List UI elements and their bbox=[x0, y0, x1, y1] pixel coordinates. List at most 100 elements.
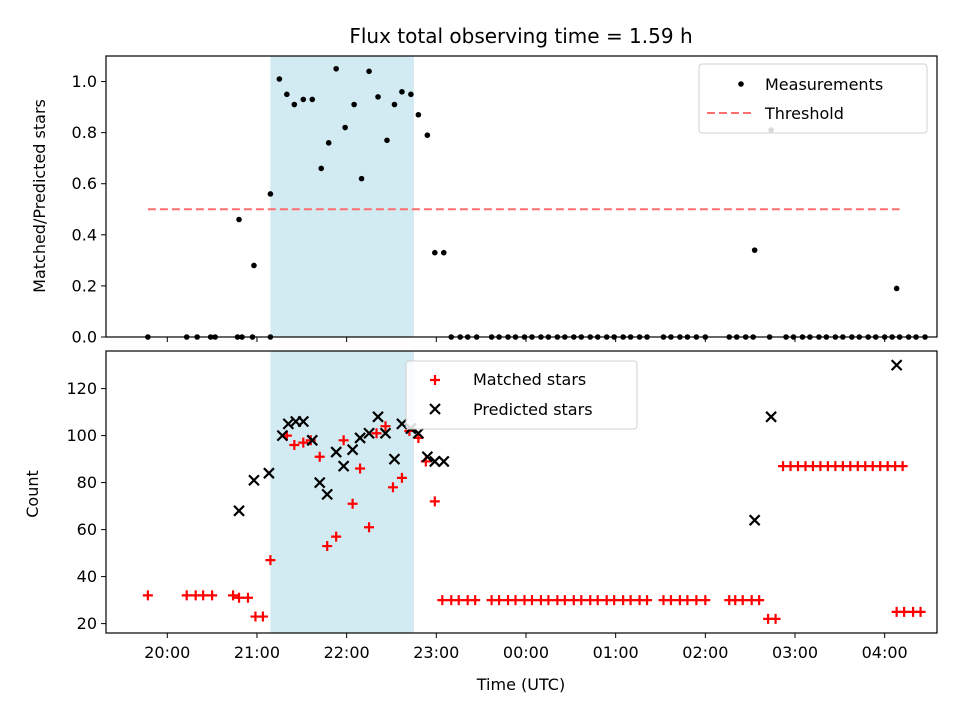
data-point bbox=[181, 590, 192, 601]
legend-label: Threshold bbox=[764, 104, 844, 123]
x-axis-label: Time (UTC) bbox=[476, 675, 565, 694]
legend-marker-matched bbox=[430, 375, 440, 385]
data-point bbox=[257, 611, 268, 622]
x-tick-label: 01:00 bbox=[593, 643, 639, 662]
data-point bbox=[346, 443, 359, 456]
observing-window-span bbox=[270, 56, 414, 337]
data-point bbox=[897, 461, 908, 472]
y-tick-label: 40 bbox=[77, 567, 97, 586]
chart-title: Flux total observing time = 1.59 h bbox=[349, 24, 692, 48]
data-point bbox=[314, 451, 325, 462]
data-point bbox=[893, 285, 900, 292]
data-point bbox=[384, 137, 390, 144]
y-tick-label: 80 bbox=[77, 473, 97, 492]
data-point bbox=[380, 421, 391, 432]
data-point bbox=[510, 595, 521, 606]
data-point bbox=[770, 613, 781, 624]
data-point bbox=[331, 531, 342, 542]
data-point bbox=[321, 488, 333, 501]
data-point bbox=[309, 96, 316, 103]
data-point bbox=[265, 555, 276, 566]
data-point bbox=[437, 595, 448, 606]
legend-label: Matched stars bbox=[473, 370, 586, 389]
data-point bbox=[364, 522, 375, 533]
data-point bbox=[267, 191, 274, 197]
bottom-panel: 20 40 60 80 100 120 20:00 21:00 22:00 23:00 00:00 0… bbox=[66, 350, 938, 662]
legend: Matched stars Predicted stars bbox=[405, 360, 638, 430]
data-point bbox=[234, 592, 245, 603]
data-point bbox=[142, 590, 153, 601]
data-point bbox=[351, 101, 357, 108]
top-panel: 0.0 0.2 0.4 0.6 0.8 1.0 Measurements Threshold bbox=[72, 55, 938, 347]
data-point bbox=[754, 595, 765, 606]
data-point bbox=[387, 482, 398, 493]
data-point bbox=[342, 124, 348, 131]
data-point bbox=[526, 595, 537, 606]
data-point bbox=[276, 429, 289, 442]
y-tick-label: 1.0 bbox=[72, 72, 97, 91]
x-tick-label: 22:00 bbox=[324, 643, 370, 662]
data-point bbox=[325, 140, 332, 146]
data-point bbox=[559, 595, 570, 606]
data-point bbox=[453, 595, 464, 606]
y-tick-label: 60 bbox=[77, 520, 97, 539]
plot-frame bbox=[105, 350, 938, 634]
data-point bbox=[396, 418, 408, 430]
data-point bbox=[737, 595, 748, 606]
data-point bbox=[421, 450, 434, 463]
data-point bbox=[251, 262, 257, 269]
data-point bbox=[297, 415, 310, 428]
data-point bbox=[298, 437, 309, 448]
data-point bbox=[700, 595, 711, 606]
data-point bbox=[412, 427, 425, 440]
x-tick-label: 02:00 bbox=[682, 643, 728, 662]
series-matched-stars bbox=[142, 421, 926, 624]
observing-window-span bbox=[270, 351, 414, 633]
data-point bbox=[494, 595, 505, 606]
legend-marker-predicted bbox=[429, 403, 441, 415]
y-tick-label: 0.8 bbox=[72, 123, 97, 142]
series-predicted-stars bbox=[233, 359, 903, 526]
data-point bbox=[576, 595, 587, 606]
data-point bbox=[371, 428, 382, 439]
data-point bbox=[358, 175, 365, 182]
data-point bbox=[313, 476, 326, 489]
data-point bbox=[248, 474, 260, 487]
data-point bbox=[408, 91, 414, 98]
legend-box bbox=[698, 63, 928, 134]
data-point bbox=[355, 463, 366, 474]
data-point bbox=[228, 590, 239, 601]
data-point bbox=[207, 590, 218, 601]
data-point bbox=[438, 455, 450, 468]
x-tick-label: 00:00 bbox=[503, 643, 549, 662]
data-point bbox=[691, 595, 702, 606]
data-point bbox=[242, 592, 253, 603]
data-point bbox=[682, 595, 693, 606]
data-point bbox=[399, 88, 405, 95]
data-point bbox=[592, 595, 603, 606]
data-point bbox=[396, 472, 407, 483]
data-point bbox=[366, 68, 372, 75]
data-point bbox=[625, 595, 636, 606]
y-tick-label: 0.6 bbox=[72, 174, 97, 193]
y-tick-label: 0.2 bbox=[72, 276, 97, 295]
data-point bbox=[263, 467, 275, 479]
data-point bbox=[429, 455, 441, 468]
x-tick-label: 21:00 bbox=[234, 643, 280, 662]
data-point bbox=[543, 595, 554, 606]
data-point bbox=[440, 249, 447, 256]
y-tick-label: 0.0 bbox=[72, 328, 97, 347]
bottom-y-axis-label: Count bbox=[23, 470, 42, 518]
y-tick-label: 20 bbox=[77, 614, 97, 633]
x-tick-label: 20:00 bbox=[144, 643, 190, 662]
data-point bbox=[915, 606, 926, 617]
data-point bbox=[236, 216, 242, 223]
data-point bbox=[291, 101, 298, 108]
data-point bbox=[354, 432, 366, 444]
data-point bbox=[899, 606, 910, 617]
data-point bbox=[289, 440, 300, 450]
data-point bbox=[751, 247, 758, 253]
x-tick-label: 03:00 bbox=[772, 643, 818, 662]
data-point bbox=[424, 132, 431, 138]
